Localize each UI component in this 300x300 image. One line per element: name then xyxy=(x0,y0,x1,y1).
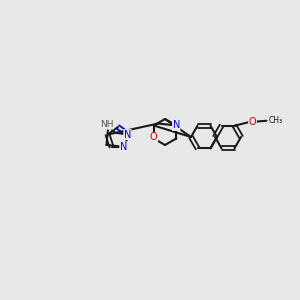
Text: N: N xyxy=(120,142,127,152)
Text: NH: NH xyxy=(100,120,113,129)
Text: N: N xyxy=(172,121,180,130)
Text: O: O xyxy=(150,133,158,142)
Text: N: N xyxy=(124,130,131,140)
Text: O: O xyxy=(249,117,256,127)
Text: CH₃: CH₃ xyxy=(268,116,283,125)
